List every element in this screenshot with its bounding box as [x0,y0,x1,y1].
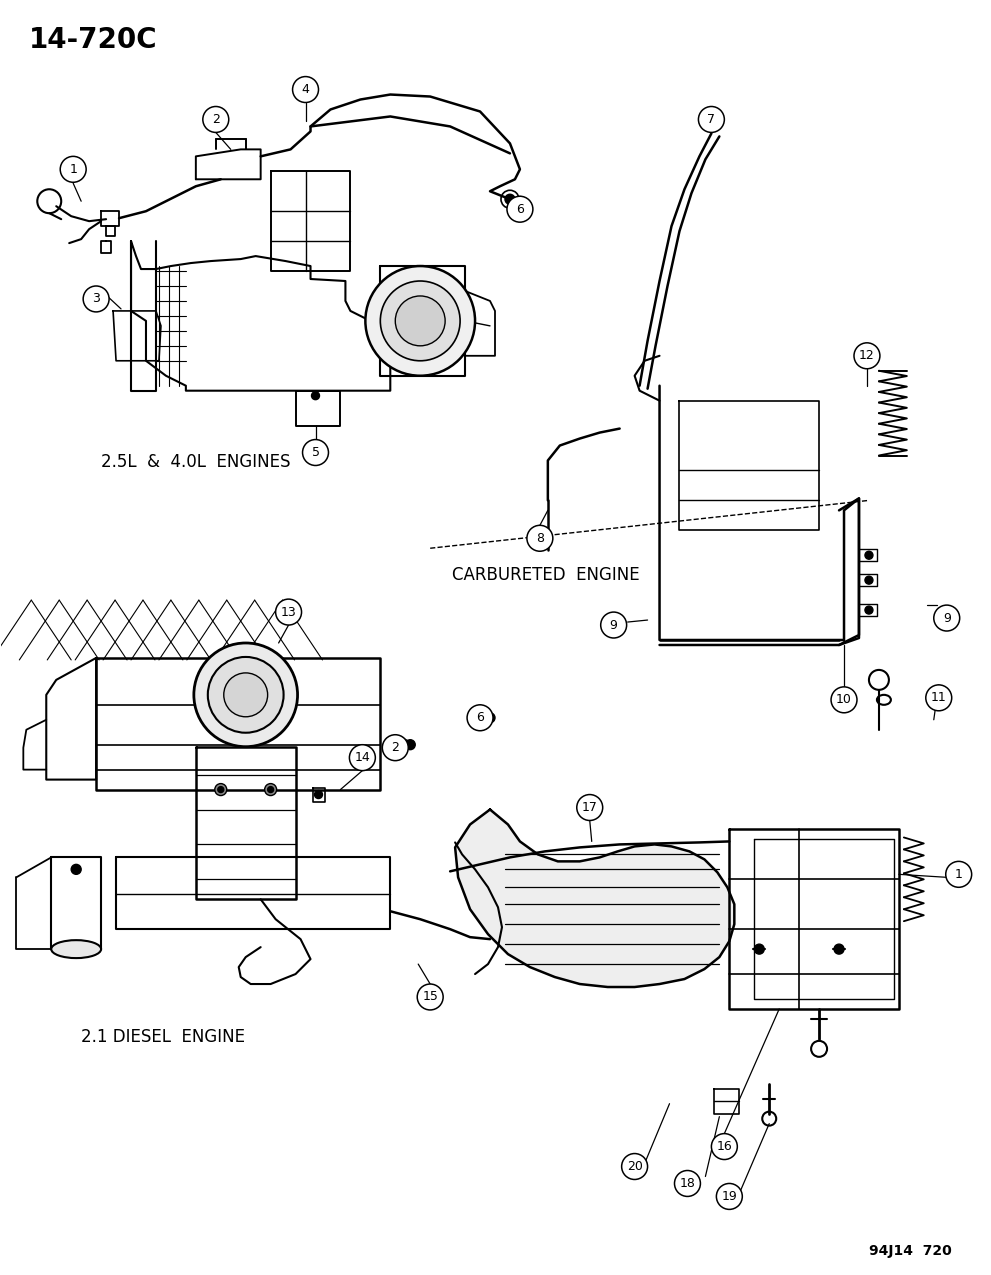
Circle shape [577,794,603,821]
Circle shape [712,1133,737,1159]
Circle shape [224,673,268,717]
Circle shape [754,945,764,954]
Circle shape [467,705,493,731]
Ellipse shape [52,940,101,958]
Circle shape [302,440,328,465]
Text: 10: 10 [836,694,852,706]
Circle shape [215,784,227,796]
Circle shape [865,576,873,584]
Text: 1: 1 [69,163,77,176]
Text: 2.1 DIESEL  ENGINE: 2.1 DIESEL ENGINE [81,1028,245,1046]
Text: 14: 14 [355,751,371,764]
Circle shape [505,194,515,204]
Text: 8: 8 [536,532,544,544]
Circle shape [601,612,626,638]
Circle shape [675,1170,701,1196]
Circle shape [831,687,857,713]
Circle shape [507,196,533,222]
Circle shape [383,734,408,761]
Circle shape [854,343,880,368]
Circle shape [268,787,274,793]
Text: 16: 16 [716,1140,732,1153]
Text: 18: 18 [680,1177,696,1190]
Circle shape [716,1183,742,1210]
Circle shape [71,864,81,875]
Circle shape [292,76,318,102]
Text: 9: 9 [609,618,617,631]
Circle shape [218,787,224,793]
Text: 1: 1 [954,868,962,881]
Circle shape [865,551,873,560]
Text: 2: 2 [391,741,399,755]
Text: 3: 3 [92,292,100,306]
Circle shape [834,945,844,954]
Text: 12: 12 [859,349,875,362]
Circle shape [926,685,951,710]
Circle shape [485,713,495,723]
Circle shape [275,599,301,625]
Circle shape [60,157,86,182]
Circle shape [314,790,322,798]
Circle shape [350,745,376,770]
Circle shape [203,107,229,133]
Text: 5: 5 [311,446,319,459]
Circle shape [208,657,283,733]
Circle shape [699,107,724,133]
Text: 20: 20 [626,1160,642,1173]
Text: 2: 2 [212,113,220,126]
Circle shape [83,286,109,312]
Text: 14-720C: 14-720C [30,26,158,54]
Text: 6: 6 [476,711,484,724]
Circle shape [527,525,553,551]
Text: 9: 9 [942,612,950,625]
Circle shape [194,643,297,747]
Text: 19: 19 [721,1190,737,1202]
Circle shape [865,606,873,615]
Circle shape [621,1154,647,1179]
Text: 4: 4 [301,83,309,96]
Circle shape [405,740,415,750]
Circle shape [417,984,443,1010]
Text: 17: 17 [582,801,598,813]
Text: 11: 11 [931,691,946,704]
Circle shape [945,862,971,887]
Text: 15: 15 [422,991,438,1003]
Text: CARBURETED  ENGINE: CARBURETED ENGINE [452,566,640,584]
Circle shape [381,280,460,361]
Text: 13: 13 [280,606,296,618]
Circle shape [366,266,475,376]
Circle shape [265,784,276,796]
Text: 7: 7 [708,113,716,126]
Polygon shape [455,810,734,987]
Text: 94J14  720: 94J14 720 [869,1244,951,1258]
Text: 6: 6 [516,203,524,215]
Circle shape [311,391,319,399]
Text: 2.5L  &  4.0L  ENGINES: 2.5L & 4.0L ENGINES [101,454,290,472]
Circle shape [395,296,445,346]
Circle shape [934,606,959,631]
